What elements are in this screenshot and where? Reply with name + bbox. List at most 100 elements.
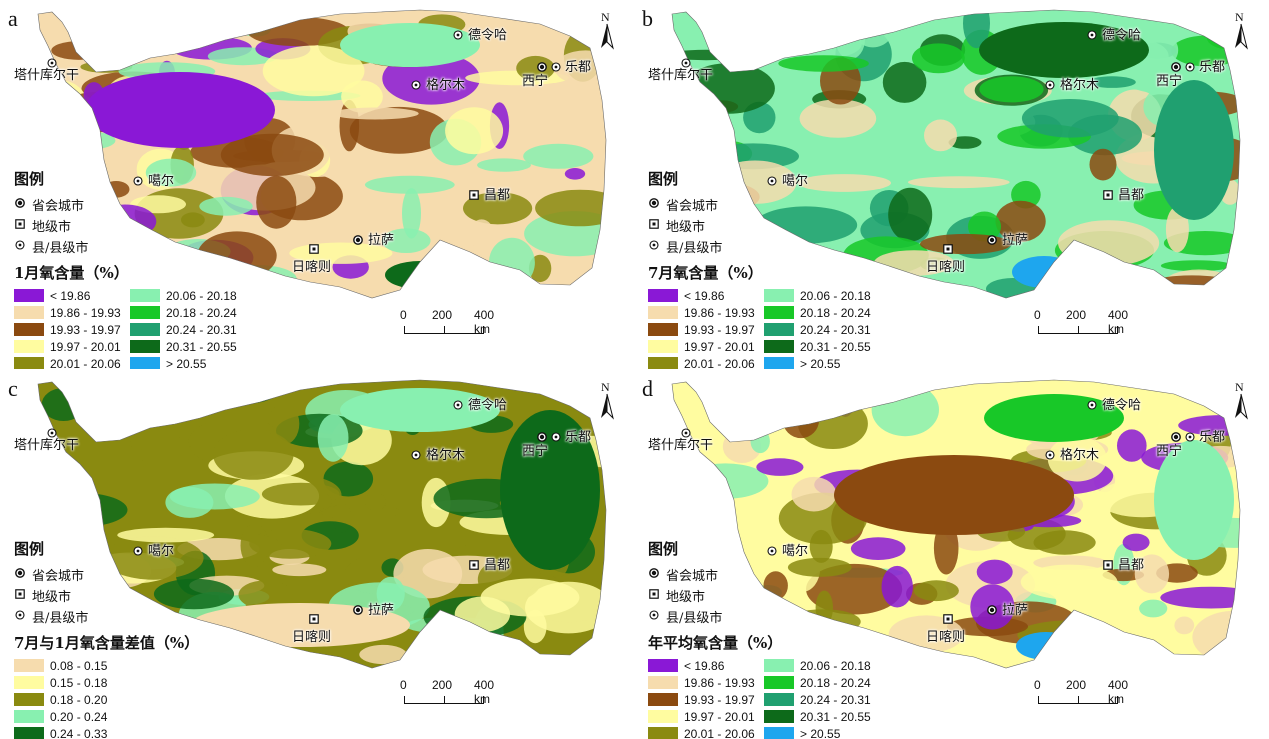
- scale-label-200: 200: [1066, 678, 1087, 692]
- panel-label: a: [8, 6, 18, 31]
- scale-bar: 0 200 400 km: [1032, 678, 1142, 706]
- legend-item-label: 19.97 - 20.01: [684, 339, 755, 354]
- symbol-legend: 图例 省会城市 地级市 县/县级市: [14, 538, 88, 627]
- north-arrow-icon: [1235, 23, 1248, 50]
- scale-bar-tick: [444, 326, 445, 334]
- county-city-icon: [14, 239, 26, 254]
- legend-item: < 19.86: [14, 287, 126, 304]
- legend-title: 图例: [648, 170, 679, 188]
- legend-provincial: 省会城市: [14, 194, 88, 215]
- city-label-delingha: 德令哈: [1102, 398, 1142, 413]
- tashkurgan-marker-icon: [681, 53, 691, 68]
- tashkurgan-marker-icon: [47, 423, 57, 438]
- legend-provincial-label: 省会城市: [32, 199, 85, 214]
- panel-label: d: [642, 376, 653, 401]
- legend-item: 19.93 - 19.97: [648, 321, 760, 338]
- legend-item-label: 19.93 - 19.97: [684, 692, 755, 707]
- city-label-ledu: 乐都: [565, 430, 592, 445]
- county-city-icon: [648, 609, 660, 624]
- city-label-tashkurgan: 塔什库尔干: [648, 438, 714, 453]
- legend-swatch: [130, 357, 160, 369]
- city-label-delingha: 德令哈: [468, 28, 508, 43]
- legend-item: < 19.86: [648, 287, 760, 304]
- legend-item: 19.97 - 20.01: [14, 338, 126, 355]
- legend-county: 县/县级市: [648, 606, 722, 627]
- legend-item: > 20.55: [764, 355, 876, 369]
- legend-county: 县/县级市: [14, 606, 88, 627]
- legend-item-label: 20.06 - 20.18: [800, 658, 871, 673]
- symbol-legend: 图例 省会城市 地级市 县/县级市: [648, 538, 722, 627]
- prefecture-city-icon: [14, 218, 26, 233]
- legend-item: 20.18 - 20.24: [764, 304, 876, 321]
- legend-swatch: [130, 340, 160, 353]
- legend-county-label: 县/县级市: [32, 611, 89, 626]
- legend-swatch: [648, 323, 678, 336]
- legend-swatch: [14, 659, 44, 672]
- legend-swatch: [764, 693, 794, 706]
- legend-item-label: 20.31 - 20.55: [800, 709, 871, 724]
- legend-item-label: 20.01 - 20.06: [684, 356, 755, 370]
- legend-swatch: [648, 289, 678, 302]
- north-label: N: [1235, 380, 1244, 394]
- scale-bar-tick: [444, 696, 445, 704]
- shigatse-marker-icon: [309, 609, 319, 624]
- legend-item: 19.86 - 19.93: [14, 304, 126, 321]
- scale-bar: 0 200 400 km: [398, 308, 508, 336]
- legend-prefecture: 地级市: [14, 585, 88, 606]
- xining-marker-icon: [537, 57, 547, 72]
- legend-prefecture-label: 地级市: [32, 590, 72, 605]
- city-label-xining: 西宁: [1156, 444, 1183, 459]
- lhasa-marker-icon: [353, 600, 363, 615]
- legend-prefecture-label: 地级市: [666, 590, 706, 605]
- provincial-city-icon: [14, 567, 26, 582]
- legend-item: 19.97 - 20.01: [648, 708, 760, 725]
- legend-swatch: [764, 710, 794, 723]
- city-label-gar: 噶尔: [782, 544, 809, 559]
- value-legend-grid: 0.08 - 0.15 0.15 - 0.18 0.18 - 0.20 0.20 - …: [14, 657, 199, 739]
- legend-item: 20.01 - 20.06: [648, 725, 760, 739]
- terrain-map: [671, 379, 1241, 669]
- legend-item: 19.93 - 19.97: [648, 691, 760, 708]
- city-label-shigatse: 日喀则: [292, 630, 332, 645]
- city-label-shigatse: 日喀则: [926, 260, 966, 275]
- legend-item: 20.06 - 20.18: [130, 287, 242, 304]
- legend-swatch: [14, 727, 44, 739]
- prefecture-city-icon: [14, 588, 26, 603]
- legend-county: 县/县级市: [14, 236, 88, 257]
- county-city-icon: [648, 239, 660, 254]
- city-label-delingha: 德令哈: [468, 398, 508, 413]
- delingha-marker-icon: [1087, 25, 1097, 40]
- prefecture-city-icon: [648, 218, 660, 233]
- terrain-map: [37, 9, 607, 299]
- legend-swatch: [14, 323, 44, 336]
- legend-swatch: [14, 693, 44, 706]
- legend-swatch: [130, 289, 160, 302]
- legend-item-label: < 19.86: [684, 288, 725, 303]
- legend-swatch: [648, 357, 678, 369]
- xining-marker-icon: [1171, 427, 1181, 442]
- legend-item-label: 20.18 - 20.24: [800, 675, 871, 690]
- city-label-qamdo: 昌都: [484, 558, 511, 573]
- legend-swatch: [648, 710, 678, 723]
- legend-county-label: 县/县级市: [32, 241, 89, 256]
- legend-item-label: 19.97 - 20.01: [684, 709, 755, 724]
- panel-label: c: [8, 376, 18, 401]
- legend-item-label: > 20.55: [800, 726, 841, 739]
- scale-label-200: 200: [432, 308, 453, 322]
- legend-item-label: 20.31 - 20.55: [166, 339, 237, 354]
- legend-swatch: [648, 306, 678, 319]
- legend-item: 20.24 - 20.31: [764, 691, 876, 708]
- prefecture-city-icon: [648, 588, 660, 603]
- gar-marker-icon: [767, 171, 777, 186]
- tashkurgan-marker-icon: [681, 423, 691, 438]
- symbol-legend: 图例 省会城市 地级市 县/县级市: [14, 168, 88, 257]
- legend-item: 0.08 - 0.15: [14, 657, 126, 674]
- north-arrow: N: [592, 380, 622, 420]
- legend-provincial-label: 省会城市: [666, 569, 719, 584]
- scale-label-0: 0: [1034, 308, 1041, 322]
- legend-swatch: [648, 659, 678, 672]
- city-label-qamdo: 昌都: [484, 188, 511, 203]
- legend-item-label: 19.86 - 19.93: [684, 675, 755, 690]
- lhasa-marker-icon: [353, 230, 363, 245]
- terrain-map: [37, 379, 607, 669]
